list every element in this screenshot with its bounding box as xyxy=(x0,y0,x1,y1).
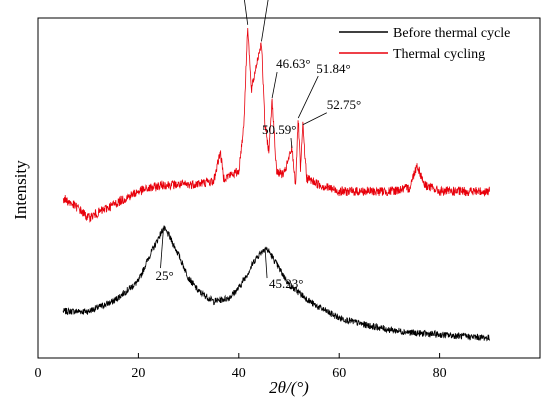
x-axis-label: 2θ/(°) xyxy=(269,378,309,397)
x-tick-label: 20 xyxy=(131,366,145,381)
peak-annotation: 46.63° xyxy=(276,56,310,71)
y-axis-label: Intensity xyxy=(11,160,30,220)
series-layer xyxy=(62,28,490,342)
annotation-leader xyxy=(290,138,293,149)
annotation-leader xyxy=(160,228,164,269)
annotation-leader xyxy=(244,0,249,25)
annotation-layer: 41.78°44.51°46.63°50.59°51.84°52.75°25°4… xyxy=(156,0,361,291)
peak-annotation: 25° xyxy=(156,268,174,283)
annotation-leader xyxy=(271,72,278,99)
annotation-leader xyxy=(261,0,269,42)
series-line-0 xyxy=(62,225,490,342)
x-tick-label: 80 xyxy=(433,366,447,381)
peak-annotation: 45.23° xyxy=(269,276,303,291)
x-tick-label: 40 xyxy=(232,366,246,381)
annotation-leader xyxy=(264,248,268,279)
peak-annotation: 50.59° xyxy=(262,122,296,137)
peak-annotation: 52.75° xyxy=(327,97,361,112)
annotation-leader xyxy=(297,75,319,119)
legend-label-thermal: Thermal cycling xyxy=(393,47,485,62)
plot-frame xyxy=(37,17,541,359)
x-tick-label: 0 xyxy=(35,366,42,381)
series-line-1 xyxy=(62,28,490,223)
x-tick-label: 60 xyxy=(332,366,346,381)
legend: Before thermal cycle Thermal cycling xyxy=(339,26,510,62)
annotation-leader xyxy=(302,112,327,126)
x-axis-ticks: 0 20 40 60 80 xyxy=(35,353,447,381)
legend-label-before: Before thermal cycle xyxy=(393,26,510,41)
peak-annotation: 51.84° xyxy=(316,61,350,76)
